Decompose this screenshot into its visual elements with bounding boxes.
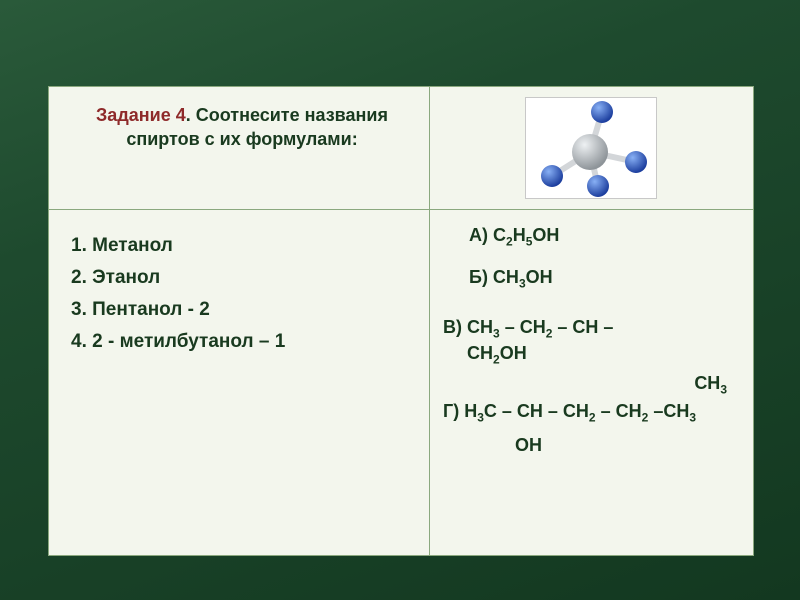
formula-g: Г) Н3С – СН – СН2 – СН2 –СН3 <box>443 401 749 425</box>
txt: Б) СН <box>469 267 519 287</box>
sub: 3 <box>519 277 526 291</box>
txt: –СН <box>648 401 689 421</box>
txt: А) С <box>469 225 506 245</box>
formula-g-ch3: СН3 <box>443 373 727 397</box>
content-frame: Задание 4. Соотнесите названия спиртов с… <box>48 86 754 556</box>
sub: 3 <box>493 327 500 341</box>
sub: 2 <box>506 235 513 249</box>
sub: 3 <box>720 383 727 397</box>
formula-c-line1: В) СН3 – СН2 – СН – <box>443 317 749 341</box>
formulas-list: А) С2Н5ОН Б) СН3ОН В) СН3 – СН2 – СН – С… <box>443 217 749 457</box>
txt: СН <box>467 343 493 363</box>
txt: – СН – <box>552 317 613 337</box>
txt: В) СН <box>443 317 493 337</box>
sub: 3 <box>477 411 484 425</box>
task-number: Задание 4 <box>96 105 186 125</box>
name-item-4: 4. 2 - метилбутанол – 1 <box>71 331 415 353</box>
txt: – СН <box>500 317 546 337</box>
sub: 2 <box>589 411 596 425</box>
formula-a: А) С2Н5ОН <box>469 225 749 249</box>
formula-b: Б) СН3ОН <box>469 267 749 291</box>
txt: – СН <box>596 401 642 421</box>
sub: 3 <box>689 411 696 425</box>
horizontal-divider <box>49 209 753 210</box>
name-item-3: 3. Пентанол - 2 <box>71 299 415 321</box>
txt: Г) Н <box>443 401 477 421</box>
name-item-2: 2. Этанол <box>71 267 415 289</box>
task-cell: Задание 4. Соотнесите названия спиртов с… <box>49 87 429 209</box>
molecule-icon <box>526 98 656 198</box>
txt: СН <box>694 373 720 393</box>
txt: С – СН – СН <box>484 401 589 421</box>
txt: Н <box>513 225 526 245</box>
names-list: 1. Метанол 2. Этанол 3. Пентанол - 2 4. … <box>49 225 429 363</box>
name-item-1: 1. Метанол <box>71 235 415 257</box>
task-title: Задание 4. Соотнесите названия спиртов с… <box>77 103 407 152</box>
molecule-box <box>525 97 657 199</box>
formula-c-line2: СН2ОН <box>467 343 749 367</box>
txt: ОН <box>526 267 553 287</box>
sub: 2 <box>493 353 500 367</box>
molecule-cell <box>429 87 753 209</box>
formula-g-oh: ОН <box>515 435 749 457</box>
txt: ОН <box>532 225 559 245</box>
txt: ОН <box>500 343 527 363</box>
